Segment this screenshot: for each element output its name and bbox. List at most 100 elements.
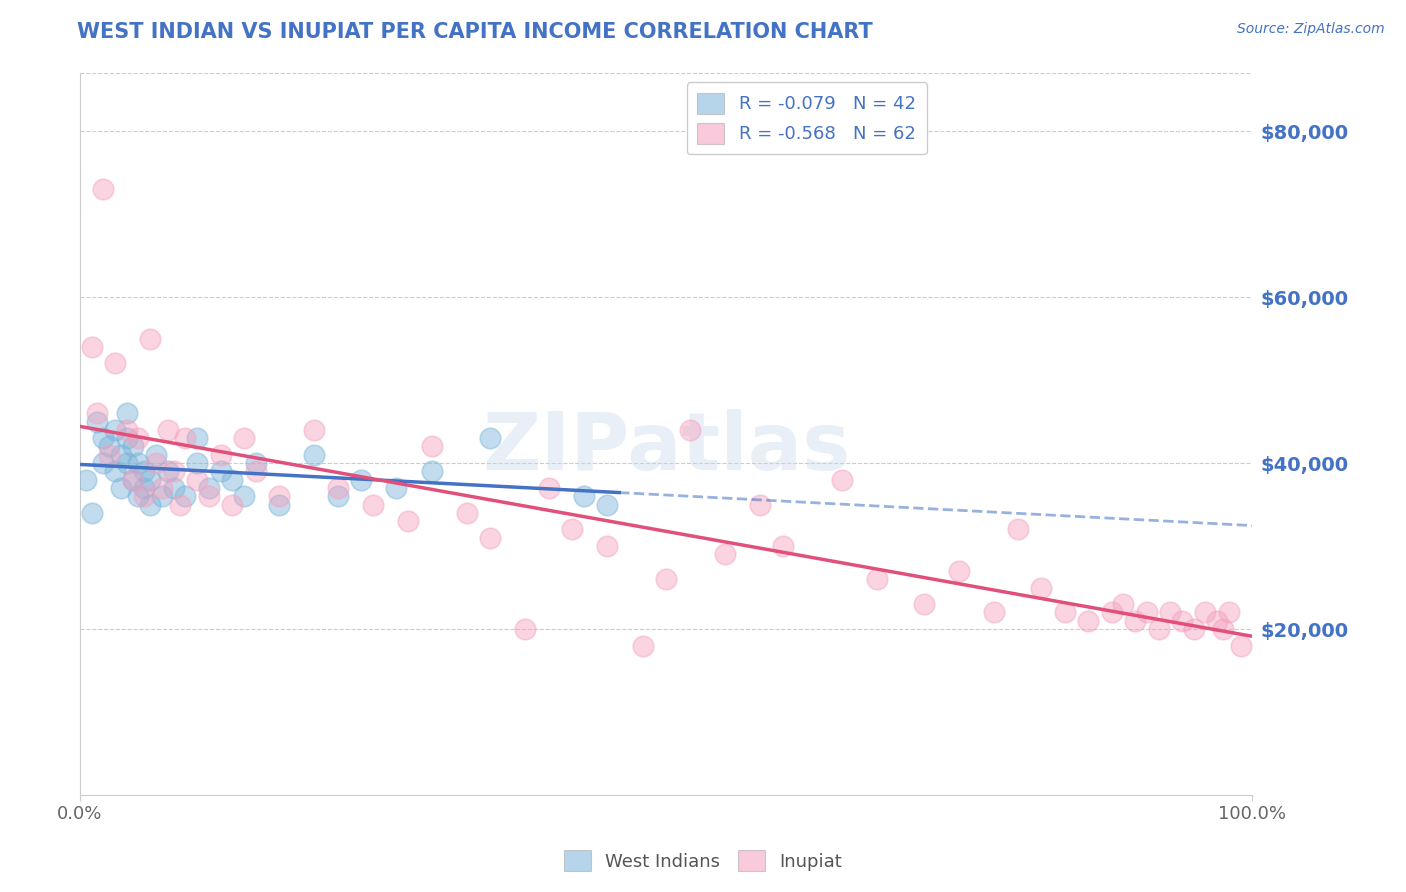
Point	[948, 564, 970, 578]
Point	[304, 448, 326, 462]
Point	[1212, 622, 1234, 636]
Point	[121, 473, 143, 487]
Point	[772, 539, 794, 553]
Point	[110, 481, 132, 495]
Point	[1206, 614, 1229, 628]
Text: WEST INDIAN VS INUPIAT PER CAPITA INCOME CORRELATION CHART: WEST INDIAN VS INUPIAT PER CAPITA INCOME…	[77, 22, 873, 42]
Point	[139, 498, 162, 512]
Point	[1101, 606, 1123, 620]
Point	[186, 456, 208, 470]
Text: Source: ZipAtlas.com: Source: ZipAtlas.com	[1237, 22, 1385, 37]
Point	[91, 456, 114, 470]
Point	[678, 423, 700, 437]
Text: ZIPatlas: ZIPatlas	[482, 409, 851, 487]
Point	[115, 423, 138, 437]
Point	[1031, 581, 1053, 595]
Point	[713, 547, 735, 561]
Point	[233, 431, 256, 445]
Legend: R = -0.079   N = 42, R = -0.568   N = 62: R = -0.079 N = 42, R = -0.568 N = 62	[686, 82, 927, 154]
Point	[104, 356, 127, 370]
Point	[1194, 606, 1216, 620]
Point	[748, 498, 770, 512]
Point	[163, 464, 186, 478]
Point	[631, 639, 654, 653]
Point	[304, 423, 326, 437]
Point	[1136, 606, 1159, 620]
Point	[1171, 614, 1194, 628]
Point	[245, 464, 267, 478]
Point	[269, 489, 291, 503]
Point	[596, 539, 619, 553]
Point	[1077, 614, 1099, 628]
Point	[866, 572, 889, 586]
Point	[198, 481, 221, 495]
Legend: West Indians, Inupiat: West Indians, Inupiat	[557, 843, 849, 879]
Point	[198, 489, 221, 503]
Point	[983, 606, 1005, 620]
Point	[139, 332, 162, 346]
Point	[561, 523, 583, 537]
Point	[1053, 606, 1076, 620]
Point	[186, 431, 208, 445]
Point	[1007, 523, 1029, 537]
Point	[456, 506, 478, 520]
Point	[75, 473, 97, 487]
Point	[163, 481, 186, 495]
Point	[128, 489, 150, 503]
Point	[115, 456, 138, 470]
Point	[91, 182, 114, 196]
Point	[1182, 622, 1205, 636]
Point	[1112, 597, 1135, 611]
Point	[269, 498, 291, 512]
Point	[350, 473, 373, 487]
Point	[174, 431, 197, 445]
Point	[1147, 622, 1170, 636]
Point	[361, 498, 384, 512]
Point	[385, 481, 408, 495]
Point	[156, 464, 179, 478]
Point	[233, 489, 256, 503]
Point	[479, 431, 502, 445]
Point	[134, 464, 156, 478]
Point	[104, 423, 127, 437]
Point	[326, 481, 349, 495]
Point	[150, 489, 173, 503]
Point	[86, 415, 108, 429]
Point	[479, 531, 502, 545]
Point	[139, 473, 162, 487]
Point	[326, 489, 349, 503]
Point	[115, 431, 138, 445]
Point	[1218, 606, 1240, 620]
Point	[169, 498, 191, 512]
Point	[121, 440, 143, 454]
Point	[98, 448, 121, 462]
Point	[420, 440, 443, 454]
Point	[145, 448, 167, 462]
Point	[145, 456, 167, 470]
Point	[86, 406, 108, 420]
Point	[396, 514, 419, 528]
Point	[134, 489, 156, 503]
Point	[245, 456, 267, 470]
Point	[186, 473, 208, 487]
Point	[572, 489, 595, 503]
Point	[150, 481, 173, 495]
Point	[80, 340, 103, 354]
Point	[420, 464, 443, 478]
Point	[515, 622, 537, 636]
Point	[80, 506, 103, 520]
Point	[110, 448, 132, 462]
Point	[174, 489, 197, 503]
Point	[209, 464, 232, 478]
Point	[537, 481, 560, 495]
Point	[156, 423, 179, 437]
Point	[831, 473, 853, 487]
Point	[128, 431, 150, 445]
Point	[134, 481, 156, 495]
Point	[912, 597, 935, 611]
Point	[209, 448, 232, 462]
Point	[596, 498, 619, 512]
Point	[121, 473, 143, 487]
Point	[128, 456, 150, 470]
Point	[1159, 606, 1181, 620]
